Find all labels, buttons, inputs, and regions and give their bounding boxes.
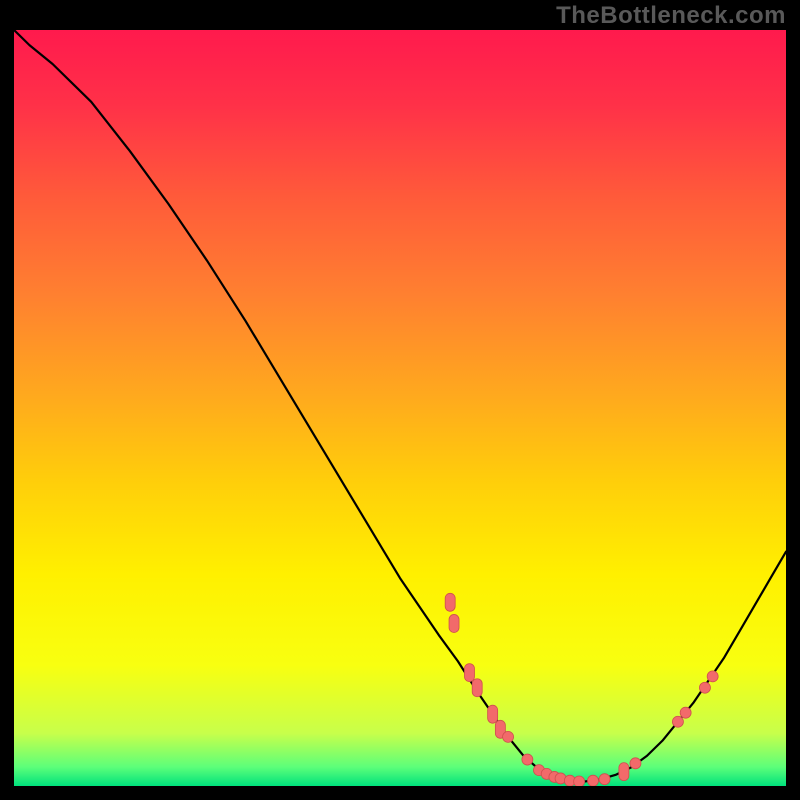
data-marker [445, 593, 455, 611]
data-marker [472, 679, 482, 697]
data-marker [503, 731, 514, 742]
data-marker [488, 705, 498, 723]
data-marker [574, 776, 585, 786]
data-marker [588, 775, 599, 786]
data-marker [464, 664, 474, 682]
data-marker [630, 758, 641, 769]
data-marker [619, 763, 629, 781]
chart-svg [14, 30, 786, 786]
data-marker [599, 774, 610, 785]
data-marker [699, 682, 710, 693]
chart-frame: TheBottleneck.com [0, 0, 800, 800]
data-marker [522, 754, 533, 765]
data-marker [449, 614, 459, 632]
watermark-label: TheBottleneck.com [556, 2, 786, 30]
gradient-background [14, 30, 786, 786]
data-marker [672, 716, 683, 727]
plot-area [14, 30, 786, 786]
data-marker [680, 707, 691, 718]
data-marker [707, 671, 718, 682]
